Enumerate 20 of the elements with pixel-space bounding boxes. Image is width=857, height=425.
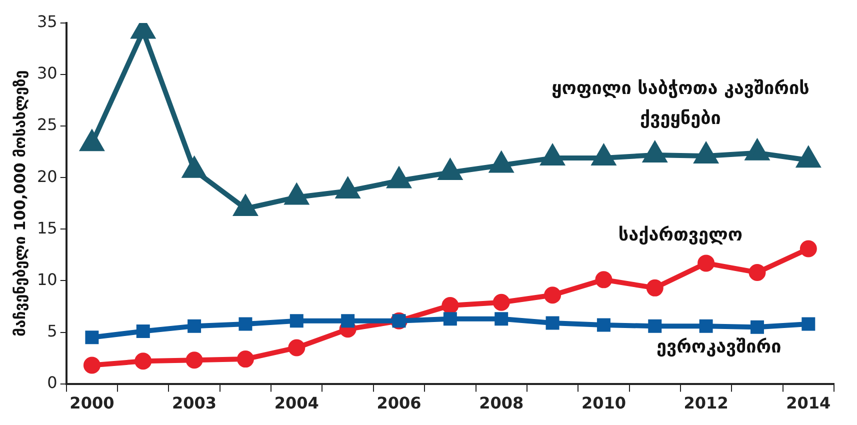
y-axis-title: მაჩვენებელი 100,000 მოსახლეზე bbox=[10, 70, 29, 336]
y-tick-label: 10 bbox=[37, 270, 58, 289]
x-tick-label: 2010 bbox=[581, 394, 626, 413]
y-tick-label: 0 bbox=[47, 372, 58, 392]
series-label: ევროკავშირი bbox=[656, 336, 782, 358]
y-tick-label: 5 bbox=[47, 321, 58, 340]
x-tick-label: 2012 bbox=[684, 394, 728, 413]
y-tick-label: 20 bbox=[37, 166, 58, 186]
y-tick-label: 15 bbox=[37, 218, 58, 238]
x-tick-label: 2014 bbox=[786, 394, 831, 413]
series-label: საქართველო bbox=[618, 224, 743, 246]
series-label: ყოფილი საბჭოთა კავშირის ქვეყნები bbox=[552, 78, 810, 129]
x-tick-label: 2000 bbox=[70, 394, 114, 413]
y-tick-label: 25 bbox=[37, 115, 58, 134]
x-tick-label: 2003 bbox=[172, 394, 217, 413]
y-tick-label: 30 bbox=[37, 64, 58, 83]
x-tick-label: 2008 bbox=[479, 394, 524, 413]
x-tick-label: 2006 bbox=[376, 394, 422, 413]
x-tick-label: 2004 bbox=[274, 394, 319, 413]
y-tick-label: 35 bbox=[37, 12, 58, 32]
